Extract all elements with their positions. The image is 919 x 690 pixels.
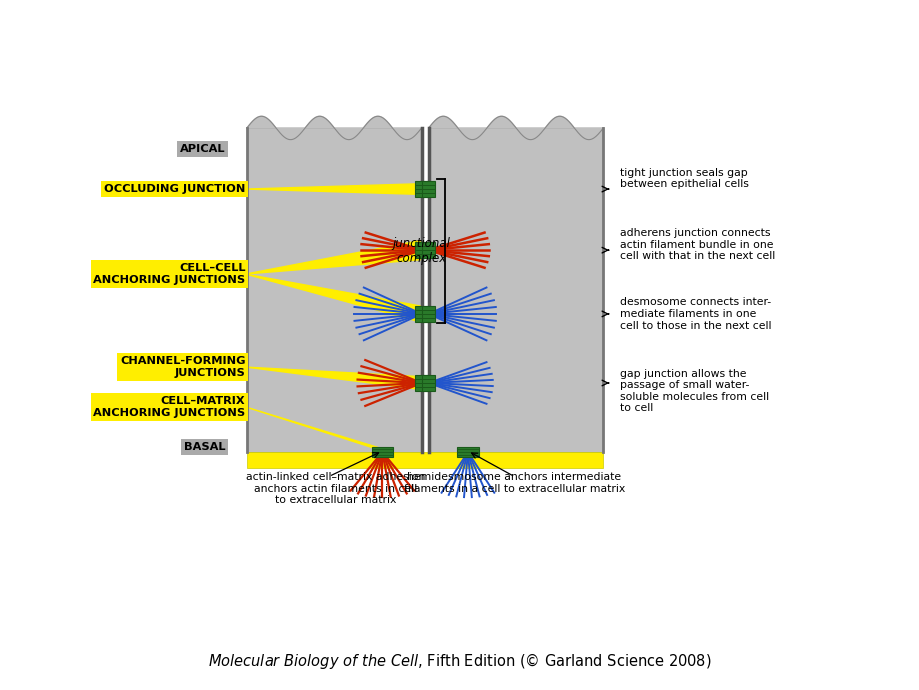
Bar [428, 128, 603, 452]
Bar [422, 375, 435, 391]
Polygon shape [245, 184, 420, 195]
Text: gap junction allows the
passage of small water-
soluble molecules from cell
to c: gap junction allows the passage of small… [619, 368, 768, 413]
Polygon shape [245, 241, 420, 274]
Text: junctional
complex: junctional complex [392, 237, 450, 266]
Bar [422, 306, 435, 322]
Text: actin-linked cell–matrix adhesion
anchors actin filaments in cell
to extracellul: actin-linked cell–matrix adhesion anchor… [246, 472, 425, 506]
Text: $\it{Molecular\ Biology\ of\ the\ Cell}$, Fifth Edition (© Garland Science 2008): $\it{Molecular\ Biology\ of\ the\ Cell}$… [208, 651, 711, 671]
Text: adherens junction connects
actin filament bundle in one
cell with that in the ne: adherens junction connects actin filamen… [619, 228, 774, 262]
Polygon shape [245, 367, 420, 389]
Text: CELL–CELL
ANCHORING JUNCTIONS: CELL–CELL ANCHORING JUNCTIONS [93, 264, 245, 285]
Text: CHANNEL-FORMING
JUNCTIONS: CHANNEL-FORMING JUNCTIONS [119, 356, 245, 378]
Polygon shape [245, 274, 420, 322]
Bar [414, 242, 427, 258]
Bar [414, 375, 427, 391]
Bar [414, 181, 427, 197]
Bar [371, 446, 392, 457]
Text: OCCLUDING JUNCTION: OCCLUDING JUNCTION [104, 184, 245, 194]
Text: BASAL: BASAL [184, 442, 225, 452]
Text: CELL–MATRIX
ANCHORING JUNCTIONS: CELL–MATRIX ANCHORING JUNCTIONS [93, 396, 245, 417]
Bar [246, 452, 603, 468]
Bar [422, 242, 435, 258]
Text: tight junction seals gap
between epithelial cells: tight junction seals gap between epithel… [619, 168, 748, 189]
Bar [414, 306, 427, 322]
Text: APICAL: APICAL [180, 144, 225, 154]
Text: hemidesmosome anchors intermediate
filaments in a cell to extracellular matrix: hemidesmosome anchors intermediate filam… [403, 472, 624, 494]
Bar [246, 128, 421, 452]
Bar [422, 181, 435, 197]
Polygon shape [245, 407, 389, 453]
Text: desmosome connects inter-
mediate filaments in one
cell to those in the next cel: desmosome connects inter- mediate filame… [619, 297, 770, 331]
Bar [457, 446, 478, 457]
